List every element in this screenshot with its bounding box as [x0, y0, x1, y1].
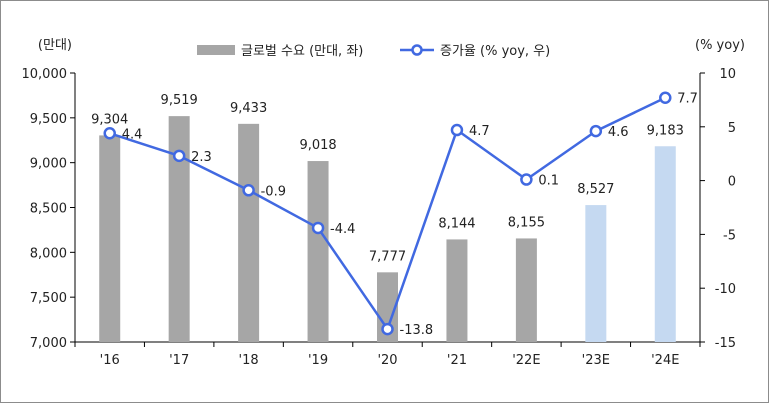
- left-tick-label: 10,000: [22, 67, 68, 82]
- bar: [515, 238, 537, 342]
- x-tick-label: '24E: [651, 353, 679, 368]
- bar-data-label: 8,527: [577, 182, 614, 197]
- bar: [377, 272, 398, 342]
- growth-data-label: 7.7: [677, 92, 698, 107]
- growth-data-label: -0.9: [261, 184, 286, 199]
- left-axis-unit: (만대): [38, 38, 72, 53]
- bar-data-label: 7,777: [369, 249, 406, 264]
- bar-labels: 9,304 9,519 9,433 9,018 7,777 8,144 8,155 8,527…: [91, 93, 684, 264]
- growth-data-label: 0.1: [538, 174, 559, 189]
- growth-point: [242, 184, 255, 197]
- right-tick-label: 10: [719, 67, 736, 82]
- growth-data-label: 2.3: [191, 150, 212, 165]
- growth-point: [659, 91, 672, 104]
- growth-point: [103, 127, 116, 140]
- growth-point: [311, 221, 325, 235]
- left-tick-label: 9,000: [30, 157, 67, 172]
- bar-data-label: 9,433: [230, 101, 267, 116]
- right-ticks: -15 -10 -5 0 5 10: [700, 67, 736, 351]
- growth-data-label: 4.4: [122, 127, 143, 142]
- legend-bar-swatch: [197, 45, 235, 55]
- x-tick-label: '22E: [512, 353, 540, 368]
- bar-data-label: 9,183: [647, 123, 684, 138]
- bar: [307, 161, 329, 342]
- bar-data-label: 9,304: [91, 112, 128, 127]
- growth-data-label: -4.4: [330, 222, 355, 237]
- legend-line-marker: [411, 44, 423, 56]
- right-tick-label: -10: [715, 282, 736, 297]
- bar-data-label: 9,018: [299, 138, 336, 153]
- growth-data-label: -13.8: [400, 323, 434, 338]
- bar: [446, 239, 468, 342]
- x-tick-label: '23E: [582, 353, 610, 368]
- bar-data-label: 8,155: [508, 215, 545, 230]
- left-ticks: 7,000 7,500 8,000 8,500 9,000 9,500 10,000: [22, 67, 75, 351]
- x-tick-label: '18: [239, 353, 259, 368]
- left-tick-label: 8,000: [30, 246, 67, 261]
- x-tick-label: '16: [100, 353, 120, 368]
- legend: 글로벌 수요 (만대, 좌) 증가율 (% yoy, 우): [197, 44, 550, 59]
- left-tick-label: 7,000: [30, 336, 67, 351]
- bar: [238, 123, 260, 342]
- right-axis: (% yoy): [695, 38, 745, 342]
- bar-data-label: 9,519: [161, 93, 198, 108]
- growth-point: [381, 322, 394, 336]
- bar-data-label: 8,144: [438, 216, 475, 231]
- x-ticks: '16 '17 '18 '19 '20 '21 '22E '23E '24E: [74, 342, 701, 368]
- x-tick-label: '20: [377, 353, 397, 368]
- growth-data-label: 4.7: [469, 124, 490, 139]
- growth-line-layer: [103, 91, 672, 336]
- right-tick-label: -15: [715, 336, 736, 351]
- growth-point: [450, 123, 464, 137]
- left-tick-label: 9,500: [30, 112, 67, 127]
- growth-data-label: 4.6: [608, 125, 629, 140]
- legend-line-label: 증가율 (% yoy, 우): [440, 44, 550, 59]
- bar: [99, 135, 121, 342]
- growth-point: [172, 149, 186, 163]
- legend-bar-label: 글로벌 수요 (만대, 좌): [241, 44, 363, 59]
- growth-labels: 4.4 2.3 -0.9 -4.4 -13.8 4.7 0.1 4.6 7.7: [122, 92, 698, 338]
- bar: [168, 116, 190, 342]
- x-tick-label: '21: [447, 353, 467, 368]
- bars: [99, 116, 676, 342]
- right-tick-label: 0: [728, 175, 736, 190]
- growth-point: [520, 173, 533, 186]
- right-axis-unit: (% yoy): [695, 38, 745, 53]
- left-tick-label: 7,500: [30, 291, 67, 306]
- bar: [654, 146, 676, 342]
- growth-point: [589, 124, 603, 138]
- bar: [585, 205, 607, 342]
- x-tick-label: '19: [308, 353, 328, 368]
- x-tick-label: '17: [169, 353, 189, 368]
- right-tick-label: -5: [723, 228, 736, 243]
- right-tick-label: 5: [728, 121, 736, 136]
- left-tick-label: 8,500: [30, 202, 67, 217]
